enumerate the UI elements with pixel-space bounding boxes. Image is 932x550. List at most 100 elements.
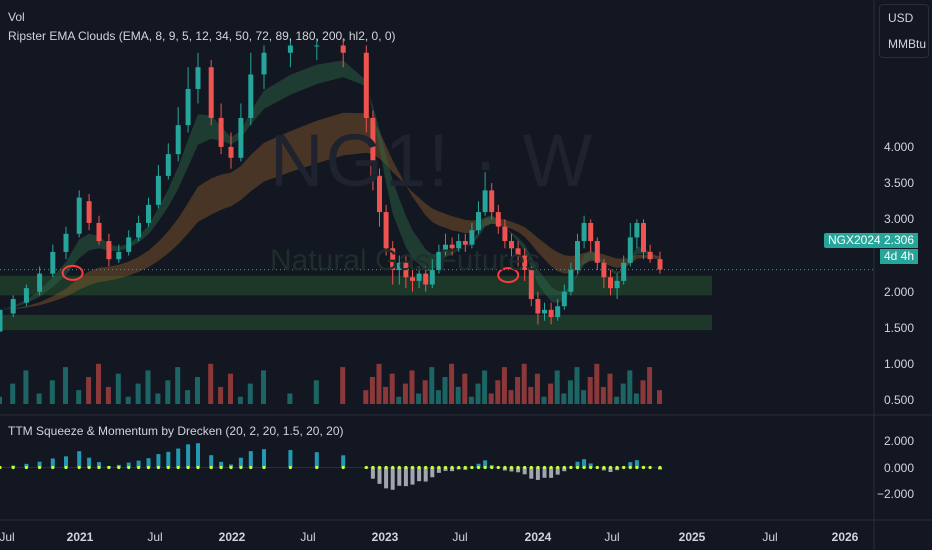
candle-body: [509, 241, 514, 249]
momentum-bar: [423, 467, 428, 482]
candle-body: [106, 241, 112, 260]
squeeze-dot: [641, 465, 646, 470]
candle-body: [116, 251, 122, 260]
squeeze-dot: [87, 465, 91, 470]
annotation-circle: [497, 267, 520, 284]
squeeze-dot: [658, 465, 662, 470]
squeeze-dot: [556, 465, 560, 470]
squeeze-dot: [107, 465, 111, 470]
volume-bar: [76, 390, 82, 404]
momentum-bar: [529, 467, 534, 479]
price-tick-label: 1.500: [883, 320, 914, 335]
volume-bar: [369, 377, 375, 404]
squeeze-dot: [424, 465, 428, 470]
volume-legend[interactable]: Vol: [8, 10, 25, 24]
volume-bar: [0, 396, 2, 404]
momentum-bar: [535, 467, 540, 480]
time-tick-label: Jul: [147, 530, 163, 544]
squeeze-dot: [371, 465, 375, 470]
squeeze-dot: [430, 465, 434, 470]
candle-body: [641, 222, 646, 252]
momentum-bar: [238, 457, 243, 468]
candle-body: [165, 154, 171, 176]
unit-selector[interactable]: USD MMBtu: [879, 4, 929, 58]
squeeze-dot: [450, 465, 454, 470]
momentum-bar: [136, 460, 141, 468]
momentum-bar: [562, 467, 567, 472]
momentum-bar: [370, 467, 375, 479]
candle-body: [575, 241, 580, 271]
candle-body: [489, 190, 495, 213]
slow-ema-cloud: [0, 112, 660, 310]
price-tick-label: 4.000: [883, 139, 914, 154]
volume-bar: [49, 380, 55, 404]
candle-body: [627, 237, 633, 263]
volume-bar: [145, 370, 151, 404]
candle-body: [383, 212, 389, 249]
volume-bar: [620, 383, 626, 404]
volume-bar: [647, 367, 653, 404]
candle-body: [287, 45, 293, 53]
momentum-bar: [555, 467, 560, 475]
volume-bar: [135, 383, 141, 404]
momentum-bar: [476, 463, 481, 468]
squeeze-dot: [364, 465, 368, 470]
volume-bar: [657, 390, 662, 404]
volume-bar: [36, 393, 42, 404]
momentum-bar: [166, 451, 171, 468]
candle-body: [155, 175, 161, 205]
momentum-bar: [608, 467, 613, 472]
momentum-bar: [196, 443, 200, 468]
volume-bar: [165, 380, 171, 404]
momentum-bar: [341, 455, 346, 468]
measure-label[interactable]: MMBtu: [888, 37, 927, 51]
candle-body: [608, 277, 613, 289]
volume-bar: [185, 390, 191, 404]
candle-body: [218, 117, 224, 147]
candle-body: [449, 244, 455, 249]
candle-body: [195, 67, 201, 89]
momentum-bar: [77, 451, 82, 468]
candle-body: [535, 298, 541, 314]
volume-bar: [247, 383, 253, 404]
candle-body: [495, 212, 501, 227]
squeeze-dot: [249, 465, 253, 470]
candle-body: [416, 273, 422, 281]
candle-body: [476, 212, 481, 231]
volume-bar: [435, 390, 441, 404]
ttm-squeeze-legend[interactable]: TTM Squeeze & Momentum by Drecken (20, 2…: [8, 424, 344, 438]
volume-bar: [482, 370, 488, 404]
candle-body: [396, 262, 402, 271]
momentum-bar: [97, 462, 101, 468]
time-tick-label: 2023: [371, 530, 399, 544]
volume-bar: [175, 367, 181, 404]
candle-body: [456, 241, 462, 249]
squeeze-dot: [549, 465, 553, 470]
momentum-bar: [209, 455, 214, 468]
volume-bar: [462, 373, 468, 404]
candle-body: [410, 277, 415, 281]
squeeze-dot: [11, 465, 15, 470]
price-tick-label: 3.500: [883, 176, 914, 191]
squeeze-dot: [209, 465, 213, 470]
squeeze-dot: [384, 465, 388, 470]
time-tick-label: Jul: [300, 530, 316, 544]
ema-clouds-legend[interactable]: Ripster EMA Clouds (EMA, 8, 9, 5, 12, 34…: [8, 29, 396, 43]
squeeze-dot: [397, 465, 401, 470]
squeeze-dot: [509, 465, 514, 470]
volume-bar: [548, 383, 554, 404]
volume-bar: [640, 380, 646, 404]
volume-bar: [442, 377, 448, 404]
candle-body: [76, 197, 82, 234]
watermark-symbol: NG1! · W: [270, 119, 595, 202]
candle-body: [248, 74, 254, 118]
squeeze-dot: [176, 465, 180, 470]
momentum-bar: [588, 463, 593, 468]
candle-body: [515, 248, 521, 256]
time-tick-label: 2022: [218, 530, 246, 544]
currency-label[interactable]: USD: [888, 11, 914, 25]
candle-body: [621, 262, 627, 281]
momentum-bar: [248, 451, 253, 468]
